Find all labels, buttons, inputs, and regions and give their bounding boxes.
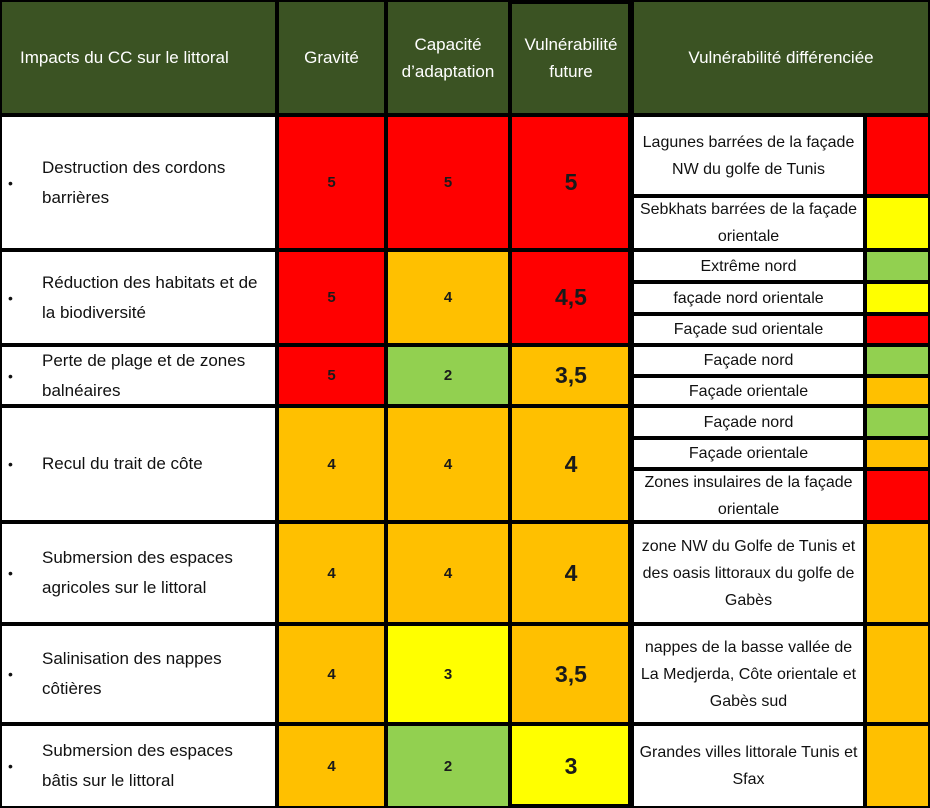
header-impacts: Impacts du CC sur le littoral [0, 0, 277, 115]
header-differenciee: Vulnérabilité différenciée [632, 0, 930, 115]
bullet-icon: • [8, 367, 13, 384]
zone-color-swatch [865, 438, 930, 469]
zone-color-swatch [865, 522, 930, 624]
header-gravite: Gravité [277, 0, 386, 115]
gravite-score: 4 [277, 406, 386, 522]
zone-color-swatch [865, 196, 930, 250]
gravite-score: 4 [277, 624, 386, 724]
zone-label: Sebkhats barrées de la façade orientale [632, 196, 865, 250]
gravite-score: 4 [277, 522, 386, 624]
zone-color-swatch [865, 406, 930, 438]
bullet-icon: • [8, 565, 13, 581]
gravite-score: 4 [277, 724, 386, 808]
vulnerabilite-score: 4,5 [510, 250, 632, 345]
zone-color-swatch [865, 250, 930, 282]
bullet-icon: • [8, 758, 13, 774]
gravite-score: 5 [277, 250, 386, 345]
zone-color-swatch [865, 115, 930, 196]
capacite-score: 4 [386, 406, 510, 522]
zone-color-swatch [865, 376, 930, 406]
zone-color-swatch [865, 724, 930, 808]
zone-label: Façade nord [632, 345, 865, 376]
zone-color-swatch [865, 314, 930, 345]
zone-label: Zones insulaires de la façade orientale [632, 469, 865, 522]
impact-label: Submersion des espaces agricoles sur le … [42, 548, 233, 597]
zone-color-swatch [865, 345, 930, 376]
bullet-icon: • [8, 456, 13, 472]
header-capacite: Capacité d’adaptation [386, 0, 510, 115]
zone-label: zone NW du Golfe de Tunis et des oasis l… [632, 522, 865, 624]
bullet-icon: • [8, 174, 13, 191]
impact-label: Recul du trait de côte [42, 454, 203, 473]
bullet-icon: • [8, 289, 13, 306]
impact-cell: • Salinisation des nappes côtières [0, 624, 277, 724]
zone-label: Façade orientale [632, 376, 865, 406]
impact-label: Submersion des espaces bâtis sur le litt… [42, 741, 233, 790]
zone-label: Façade nord [632, 406, 865, 438]
vulnerabilite-score: 4 [510, 522, 632, 624]
impact-cell: • Réduction des habitats et de la biodive… [0, 250, 277, 345]
bullet-icon: • [8, 666, 13, 682]
gravite-score: 5 [277, 345, 386, 406]
impact-cell: • Submersion des espaces agricoles sur le… [0, 522, 277, 624]
zone-label: Grandes villes littorale Tunis et Sfax [632, 724, 865, 808]
capacite-score: 2 [386, 345, 510, 406]
impact-label: Salinisation des nappes côtières [42, 649, 222, 698]
zone-label: nappes de la basse vallée de La Medjerda… [632, 624, 865, 724]
capacite-score: 3 [386, 624, 510, 724]
header-vulnerabilite: Vulnérabilité future [510, 0, 632, 115]
impact-label: Perte de plage et de zones balnéaires [42, 350, 246, 400]
impact-cell: • Perte de plage et de zones balnéaires [0, 345, 277, 406]
capacite-score: 2 [386, 724, 510, 808]
vulnerabilite-score: 3 [510, 724, 632, 808]
zone-color-swatch [865, 624, 930, 724]
gravite-score: 5 [277, 115, 386, 250]
zone-label: Extrême nord [632, 250, 865, 282]
zone-label: Façade sud orientale [632, 314, 865, 345]
zone-label: façade nord orientale [632, 282, 865, 314]
zone-label: Lagunes barrées de la façade NW du golfe… [632, 115, 865, 196]
impact-cell: • Submersion des espaces bâtis sur le lit… [0, 724, 277, 808]
capacite-score: 4 [386, 250, 510, 345]
zone-label: Façade orientale [632, 438, 865, 469]
capacite-score: 4 [386, 522, 510, 624]
impact-label: Réduction des habitats et de la biodiver… [42, 272, 258, 322]
zone-color-swatch [865, 469, 930, 522]
impact-cell: • Recul du trait de côte [0, 406, 277, 522]
vulnerabilite-score: 3,5 [510, 624, 632, 724]
zone-color-swatch [865, 282, 930, 314]
impact-cell: • Destruction des cordons barrières [0, 115, 277, 250]
capacite-score: 5 [386, 115, 510, 250]
vulnerabilite-score: 5 [510, 115, 632, 250]
vulnerabilite-score: 4 [510, 406, 632, 522]
vulnerabilite-score: 3,5 [510, 345, 632, 406]
impact-label: Destruction des cordons barrières [42, 157, 226, 207]
